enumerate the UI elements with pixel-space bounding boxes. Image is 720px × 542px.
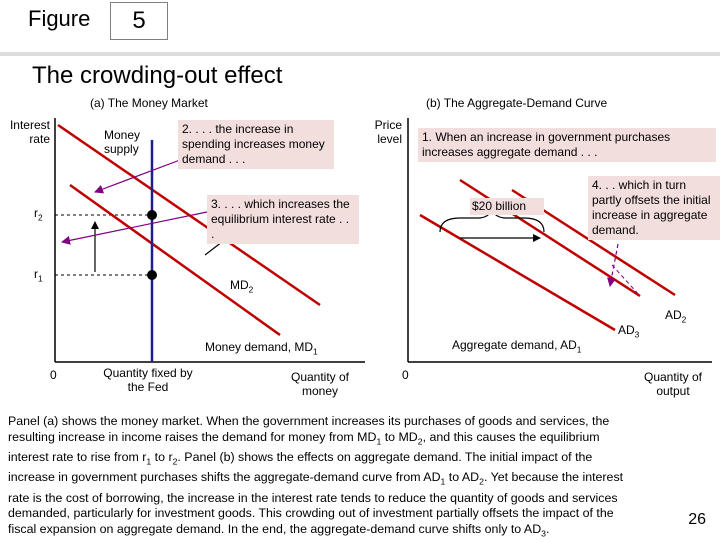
panel-b-x-axis-label: Quantity of output — [643, 370, 703, 398]
r2-label: r2 — [34, 206, 43, 223]
ad1-curve — [419, 213, 616, 332]
panel-b-origin: 0 — [402, 368, 409, 382]
billion-label: $20 billion — [470, 198, 544, 215]
slide-title: The crowding-out effect — [32, 62, 283, 89]
figure-number: 5 — [110, 2, 168, 40]
panel-b-title: (b) The Aggregate-Demand Curve — [426, 96, 608, 110]
ad2-label: AD2 — [665, 308, 687, 325]
ad1-label: Aggregate demand, AD1 — [452, 338, 582, 355]
figure-caption: Panel (a) shows the money market. When t… — [8, 414, 624, 539]
panel-b-y-axis-label: Price level — [374, 118, 402, 146]
callout-2-arrow — [94, 159, 181, 194]
equilibrium-r1-dot — [147, 270, 157, 280]
callout-1: 1. When an increase in government purcha… — [418, 128, 716, 162]
md2-curve — [57, 123, 321, 307]
callout-4-arrow — [607, 243, 619, 287]
panel-a-y-axis-label: Interest rate — [9, 118, 50, 146]
panel-a-x-axis-label: Quantity of money — [290, 370, 350, 398]
callout-3-arrow — [61, 211, 208, 245]
panel-a-origin: 0 — [50, 368, 57, 382]
r1-label: r1 — [34, 267, 43, 284]
callout-4: 4. . . which in turn partly offsets the … — [588, 176, 720, 240]
page-number: 26 — [688, 511, 706, 528]
panel-a-title: (a) The Money Market — [90, 96, 208, 110]
money-supply-label: Money supply — [104, 128, 141, 156]
ad3-label: AD3 — [618, 323, 640, 340]
figure-label: Figure — [28, 6, 91, 31]
md2-label: MD2 — [230, 278, 254, 295]
title-divider — [0, 52, 720, 56]
callout-3: 3. . . . which increases the equilibrium… — [207, 195, 359, 244]
md1-curve — [69, 183, 281, 337]
quantity-fixed-label: Quantity fixed by the Fed — [103, 366, 193, 394]
equilibrium-r2-dot — [147, 210, 157, 220]
callout-2: 2. . . . the increase in spending increa… — [178, 120, 334, 169]
md1-label: Money demand, MD1 — [205, 340, 318, 357]
